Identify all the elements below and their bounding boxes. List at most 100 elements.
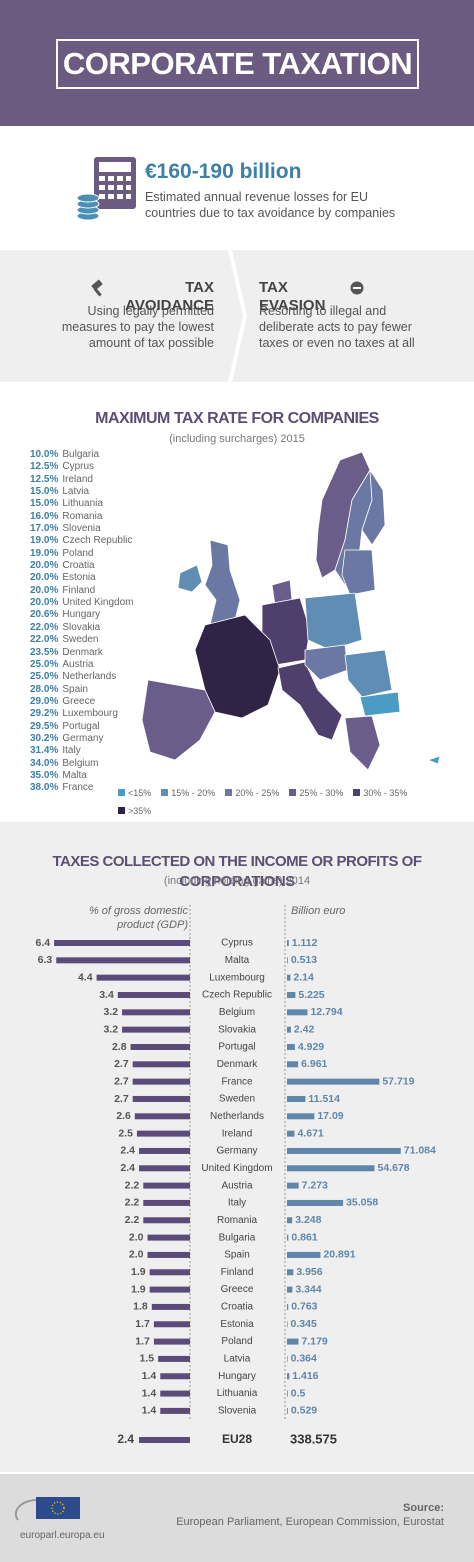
rate-row: 20.6% Hungary — [30, 609, 150, 621]
rate-country: Ireland — [62, 473, 93, 485]
category-label: Spain — [224, 1250, 250, 1261]
category-label: Lithuania — [217, 1388, 258, 1399]
bar — [287, 1355, 288, 1362]
rate-value: 22.0% — [30, 621, 59, 633]
bar — [160, 1390, 190, 1397]
bar — [287, 1113, 315, 1120]
rate-row: 31.4% Italy — [30, 745, 150, 757]
category-label: Romania — [217, 1215, 257, 1226]
category-label: Malta — [225, 955, 250, 966]
minus-sign — [353, 287, 361, 289]
rate-country: France — [62, 782, 94, 794]
rate-country: Lithuania — [62, 498, 103, 510]
value-label: 2.7 — [114, 1075, 129, 1087]
total-label: EU28 — [222, 1432, 252, 1446]
category-label: Cyprus — [221, 938, 253, 949]
legend-label: 20% - 25% — [235, 788, 280, 798]
category-label: Finland — [221, 1267, 254, 1278]
value-label: 2.6 — [116, 1110, 131, 1122]
rate-country: Finland — [62, 584, 96, 596]
rate-country: Romania — [62, 510, 103, 522]
bar — [287, 1130, 295, 1137]
bar — [143, 1217, 190, 1224]
category-label: Germany — [216, 1146, 257, 1157]
rate-country: Greece — [62, 695, 96, 707]
legend-item: 20% - 25% — [225, 788, 279, 798]
rate-value: 15.0% — [30, 498, 59, 510]
rate-row: 35.0% Malta — [30, 770, 150, 782]
bar — [143, 1182, 190, 1189]
legend-item: >35% — [118, 806, 151, 816]
rate-country: Belgium — [62, 757, 99, 769]
bar — [149, 1286, 190, 1293]
bar — [143, 1199, 190, 1206]
bar — [287, 1043, 295, 1050]
rate-value: 20.0% — [30, 597, 59, 609]
bar — [287, 1165, 375, 1172]
definition-title: TAX AVOIDANCE — [125, 279, 214, 314]
value-label: 1.8 — [133, 1301, 148, 1313]
value-label: 2.5 — [118, 1127, 133, 1139]
bar — [96, 974, 190, 981]
legend-swatch — [289, 789, 297, 796]
category-label: Poland — [221, 1336, 252, 1347]
rate-list: 10.0% Bulgaria 12.5% Cyprus 12.5% Ireland 15.0… — [30, 449, 150, 795]
bar — [287, 1199, 344, 1206]
rate-row: 29.0% Greece — [30, 696, 150, 708]
legend-item: <15% — [118, 788, 151, 798]
legend-item: 30% - 35% — [353, 788, 407, 798]
value-label: 3.344 — [295, 1283, 321, 1295]
category-label: Sweden — [219, 1094, 255, 1105]
value-label: 0.513 — [291, 954, 317, 966]
value-label: 12.794 — [310, 1006, 342, 1018]
total-value: 2.4 — [117, 1432, 134, 1446]
value-label: 1.5 — [140, 1353, 155, 1365]
bar — [130, 1043, 190, 1050]
value-label: 3.2 — [103, 1006, 118, 1018]
greece — [344, 715, 381, 771]
rate-country: Hungary — [62, 609, 101, 621]
legend-swatch — [118, 807, 125, 814]
romania — [344, 649, 393, 698]
value-label: 2.0 — [129, 1231, 144, 1243]
value-label: 1.9 — [131, 1266, 146, 1278]
bar — [287, 1009, 308, 1016]
bar — [139, 1165, 190, 1172]
value-label: 11.514 — [308, 1093, 340, 1105]
bar — [287, 1338, 299, 1345]
rate-value: 10.0% — [30, 449, 59, 460]
value-label: 6.961 — [301, 1058, 327, 1070]
bar — [54, 940, 190, 946]
france — [194, 614, 281, 719]
bar — [132, 1095, 190, 1102]
rate-value: 20.0% — [30, 584, 59, 596]
bar — [287, 1251, 321, 1258]
chart-subtitle: (including holding gains) 2014 — [163, 875, 311, 887]
bar — [287, 1061, 299, 1068]
rate-country: Latvia — [62, 486, 90, 498]
rate-country: United Kingdom — [62, 597, 134, 609]
bar — [139, 1437, 190, 1443]
value-label: 3.4 — [99, 989, 114, 1001]
rate-value: 20.0% — [30, 560, 59, 572]
header-band — [0, 0, 474, 126]
bar — [287, 991, 296, 998]
value-label: 2.8 — [112, 1041, 127, 1053]
value-label: 1.4 — [142, 1387, 157, 1399]
rate-row: 17.0% Slovenia — [30, 523, 150, 535]
value-label: 20.891 — [323, 1249, 355, 1261]
bar — [149, 1269, 190, 1276]
category-label: Portugal — [218, 1042, 255, 1053]
rate-row: 29.2% Luxembourg — [30, 708, 150, 720]
value-label: 7.179 — [301, 1335, 327, 1347]
category-label: Ireland — [222, 1128, 253, 1139]
rate-country: Slovakia — [62, 621, 101, 633]
definition-text: Using legally permitted measures to pay … — [61, 304, 214, 350]
rate-value: 25.0% — [30, 671, 59, 683]
chart-title: TAXES COLLECTED ON THE INCOME OR PROFITS… — [52, 853, 422, 890]
rate-country: Denmark — [62, 646, 103, 658]
bar — [287, 1303, 289, 1310]
value-label: 1.4 — [142, 1405, 157, 1417]
rate-country: Estonia — [62, 572, 96, 584]
category-label: Slovakia — [218, 1024, 256, 1035]
